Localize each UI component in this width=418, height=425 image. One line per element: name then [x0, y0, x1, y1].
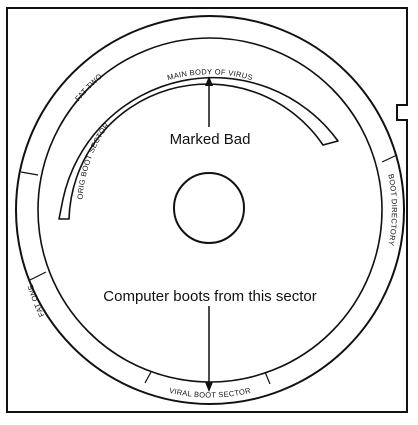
disk-outer-ring: [15, 15, 405, 405]
fat-two-label: FAT TWO: [73, 72, 104, 103]
sector-tick: [264, 371, 271, 385]
sector-tick: [20, 171, 39, 176]
marked-bad-label: Marked Bad: [170, 131, 251, 148]
arrow-head-up: [205, 76, 213, 86]
virus-sector-band: [58, 76, 339, 220]
boot-note-label: Computer boots from this sector: [103, 288, 316, 305]
disk-hub: [173, 172, 245, 244]
arrow-head-down: [205, 382, 213, 392]
sector-tick: [144, 371, 152, 384]
sector-tick: [381, 154, 398, 163]
fat-one-label: FAT ONE: [26, 283, 46, 318]
boot-directory-label: BOOT DIRECTORY: [386, 173, 398, 247]
disk-jacket-outline: [6, 7, 408, 413]
sector-tick: [29, 271, 47, 281]
